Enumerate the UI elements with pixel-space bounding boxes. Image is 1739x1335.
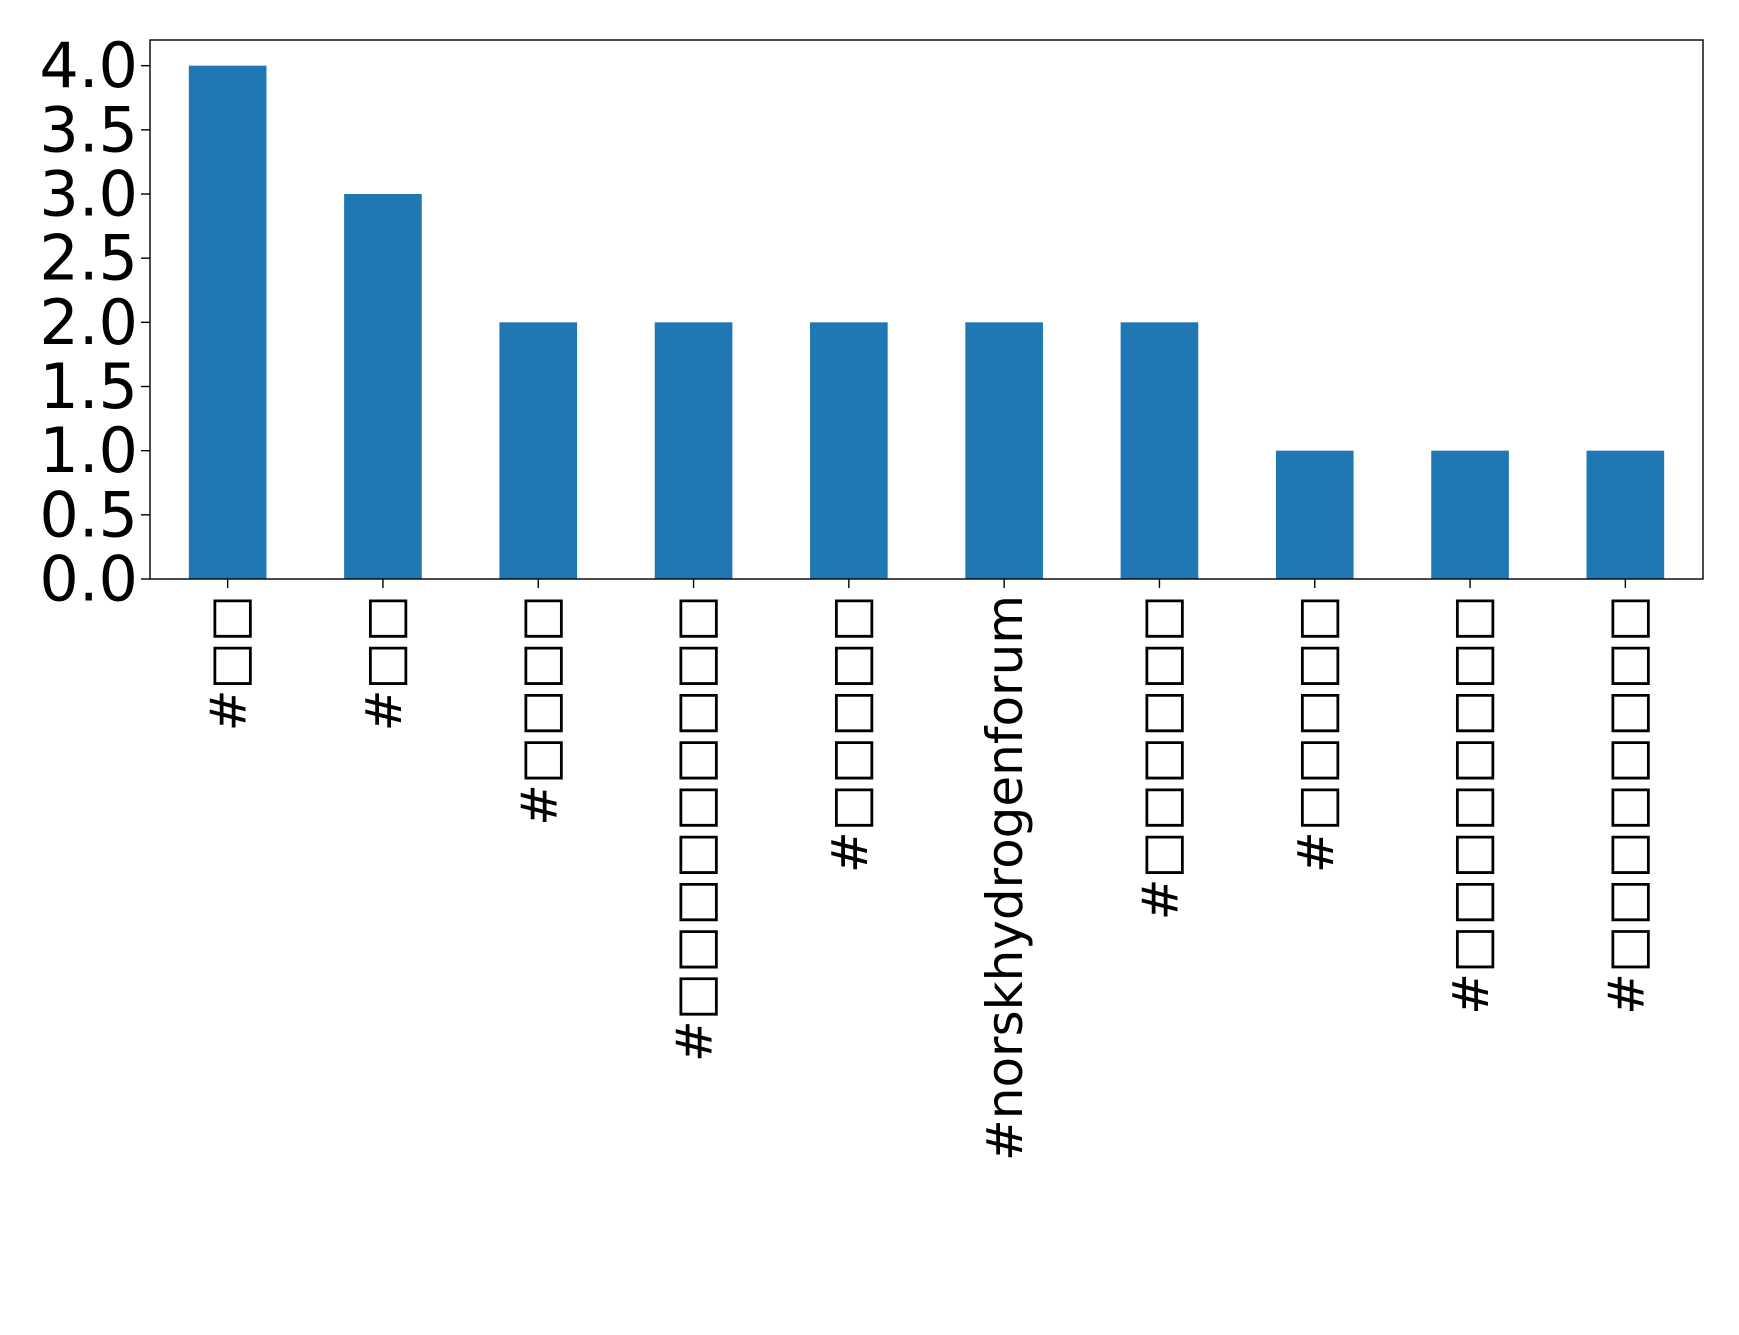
x-tick-label: #□□ xyxy=(355,595,413,731)
bar xyxy=(810,322,888,579)
y-tick-label: 0.5 xyxy=(39,478,138,551)
x-tick-label: #□□□□□ xyxy=(821,595,879,873)
y-tick-label: 1.0 xyxy=(39,414,138,487)
x-tick-label: #□□□□□□□□ xyxy=(1597,595,1655,1015)
bar xyxy=(1586,450,1665,579)
x-tick-label: #norskhydrogenforum xyxy=(976,595,1034,1161)
y-tick-label: 3.0 xyxy=(39,158,138,231)
bar xyxy=(1120,322,1199,579)
bar xyxy=(1431,450,1509,579)
bar xyxy=(344,194,422,579)
x-axis: #□□ #□□ #□□□□ #□□□□□□□□□ #□□□□□ #norskhydroge… xyxy=(200,579,1655,1161)
x-tick-label: #□□□□□□□□□ xyxy=(666,595,724,1062)
bar xyxy=(654,322,733,579)
bar xyxy=(1275,450,1354,579)
x-tick-label: #□□□□□□□□ xyxy=(1442,595,1500,1015)
bars xyxy=(188,65,1665,579)
x-tick-label: #□□□□ xyxy=(510,595,568,826)
x-tick-label: #□□ xyxy=(200,595,258,731)
y-tick-label: 2.5 xyxy=(39,222,138,295)
y-tick-label: 4.0 xyxy=(39,29,138,102)
y-tick-label: 1.5 xyxy=(39,350,138,423)
y-tick-label: 3.5 xyxy=(39,93,138,166)
x-tick-label: #□□□□□□ xyxy=(1131,595,1189,920)
bar xyxy=(965,322,1043,579)
bar xyxy=(188,65,267,579)
y-tick-label: 2.0 xyxy=(39,286,138,359)
plot-frame xyxy=(149,39,1704,580)
y-axis: 0.00.51.01.52.02.53.03.54.0 xyxy=(39,29,150,616)
bar xyxy=(499,322,578,579)
x-tick-label: #□□□□□ xyxy=(1287,595,1345,873)
y-tick-label: 0.0 xyxy=(39,543,138,616)
